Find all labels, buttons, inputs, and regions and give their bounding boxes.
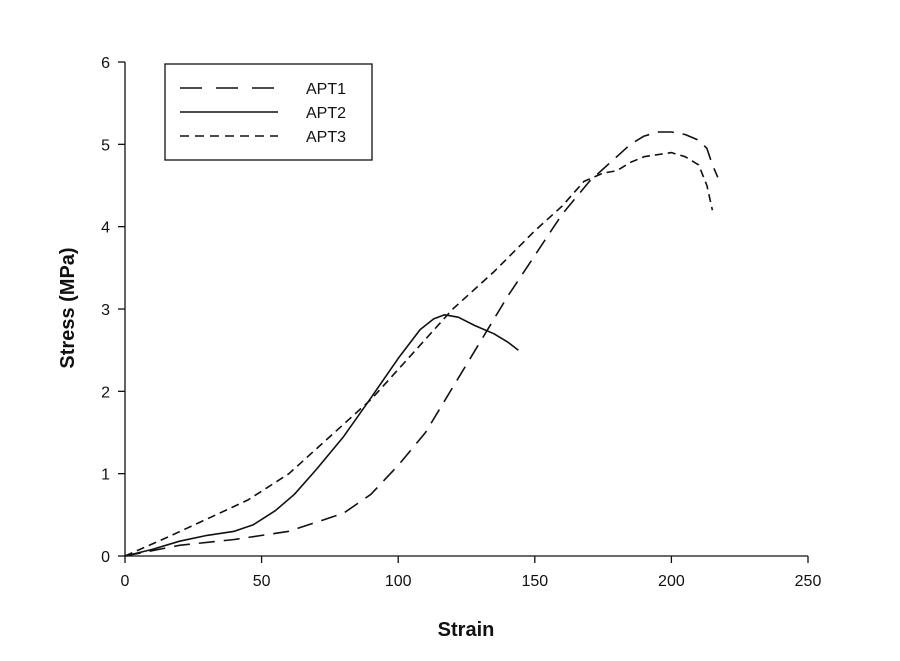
y-axis-title: Stress (MPa) — [57, 247, 79, 368]
y-tick-label: 2 — [101, 384, 110, 401]
legend-label-apt3: APT3 — [306, 129, 346, 146]
legend-label-apt1: APT1 — [306, 81, 346, 98]
x-tick-label: 0 — [121, 573, 130, 590]
x-tick-label: 150 — [521, 573, 548, 590]
x-tick-label: 50 — [253, 573, 271, 590]
y-tick-label: 0 — [101, 549, 110, 566]
series-line-apt3 — [124, 151, 714, 557]
axes: 0 50 100 150 200 250 0 1 2 3 4 5 6 — [101, 55, 821, 590]
series-line-apt1 — [124, 131, 719, 557]
x-tick-label: 200 — [658, 573, 685, 590]
legend-label-apt2: APT2 — [306, 105, 346, 122]
legend: APT1 APT2 APT3 — [164, 63, 373, 161]
y-tick-label: 1 — [101, 467, 110, 484]
x-tick-label: 100 — [385, 573, 412, 590]
x-tick-label: 250 — [795, 573, 822, 590]
x-axis-title: Strain — [438, 619, 495, 641]
y-tick-label: 5 — [101, 137, 110, 154]
y-tick-label: 4 — [101, 220, 110, 237]
series-layer — [124, 131, 719, 557]
series-line-apt2 — [124, 314, 519, 557]
y-tick-label: 3 — [101, 302, 110, 319]
y-tick-label: 6 — [101, 55, 110, 72]
